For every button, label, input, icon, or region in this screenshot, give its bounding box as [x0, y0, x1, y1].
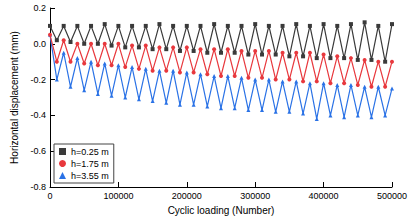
svg-text:200000: 200000	[172, 191, 202, 201]
svg-text:300000: 300000	[240, 191, 270, 201]
svg-text:0.2: 0.2	[33, 3, 46, 13]
svg-text:-0.4: -0.4	[30, 110, 46, 120]
svg-text:h=0.25 m: h=0.25 m	[71, 147, 109, 157]
svg-text:0.0: 0.0	[33, 39, 46, 49]
svg-text:-0.6: -0.6	[30, 146, 46, 156]
svg-text:400000: 400000	[309, 191, 339, 201]
svg-text:h=3.55 m: h=3.55 m	[71, 171, 109, 181]
svg-text:Horizontal displacement (mm): Horizontal displacement (mm)	[9, 31, 20, 164]
svg-text:0: 0	[47, 191, 52, 201]
svg-text:-0.8: -0.8	[30, 182, 46, 192]
svg-text:h=1.75 m: h=1.75 m	[71, 159, 109, 169]
svg-text:100000: 100000	[103, 191, 133, 201]
svg-text:500000: 500000	[377, 191, 407, 201]
svg-text:-0.2: -0.2	[30, 75, 46, 85]
svg-text:Cyclic loading (Number): Cyclic loading (Number)	[168, 205, 275, 216]
